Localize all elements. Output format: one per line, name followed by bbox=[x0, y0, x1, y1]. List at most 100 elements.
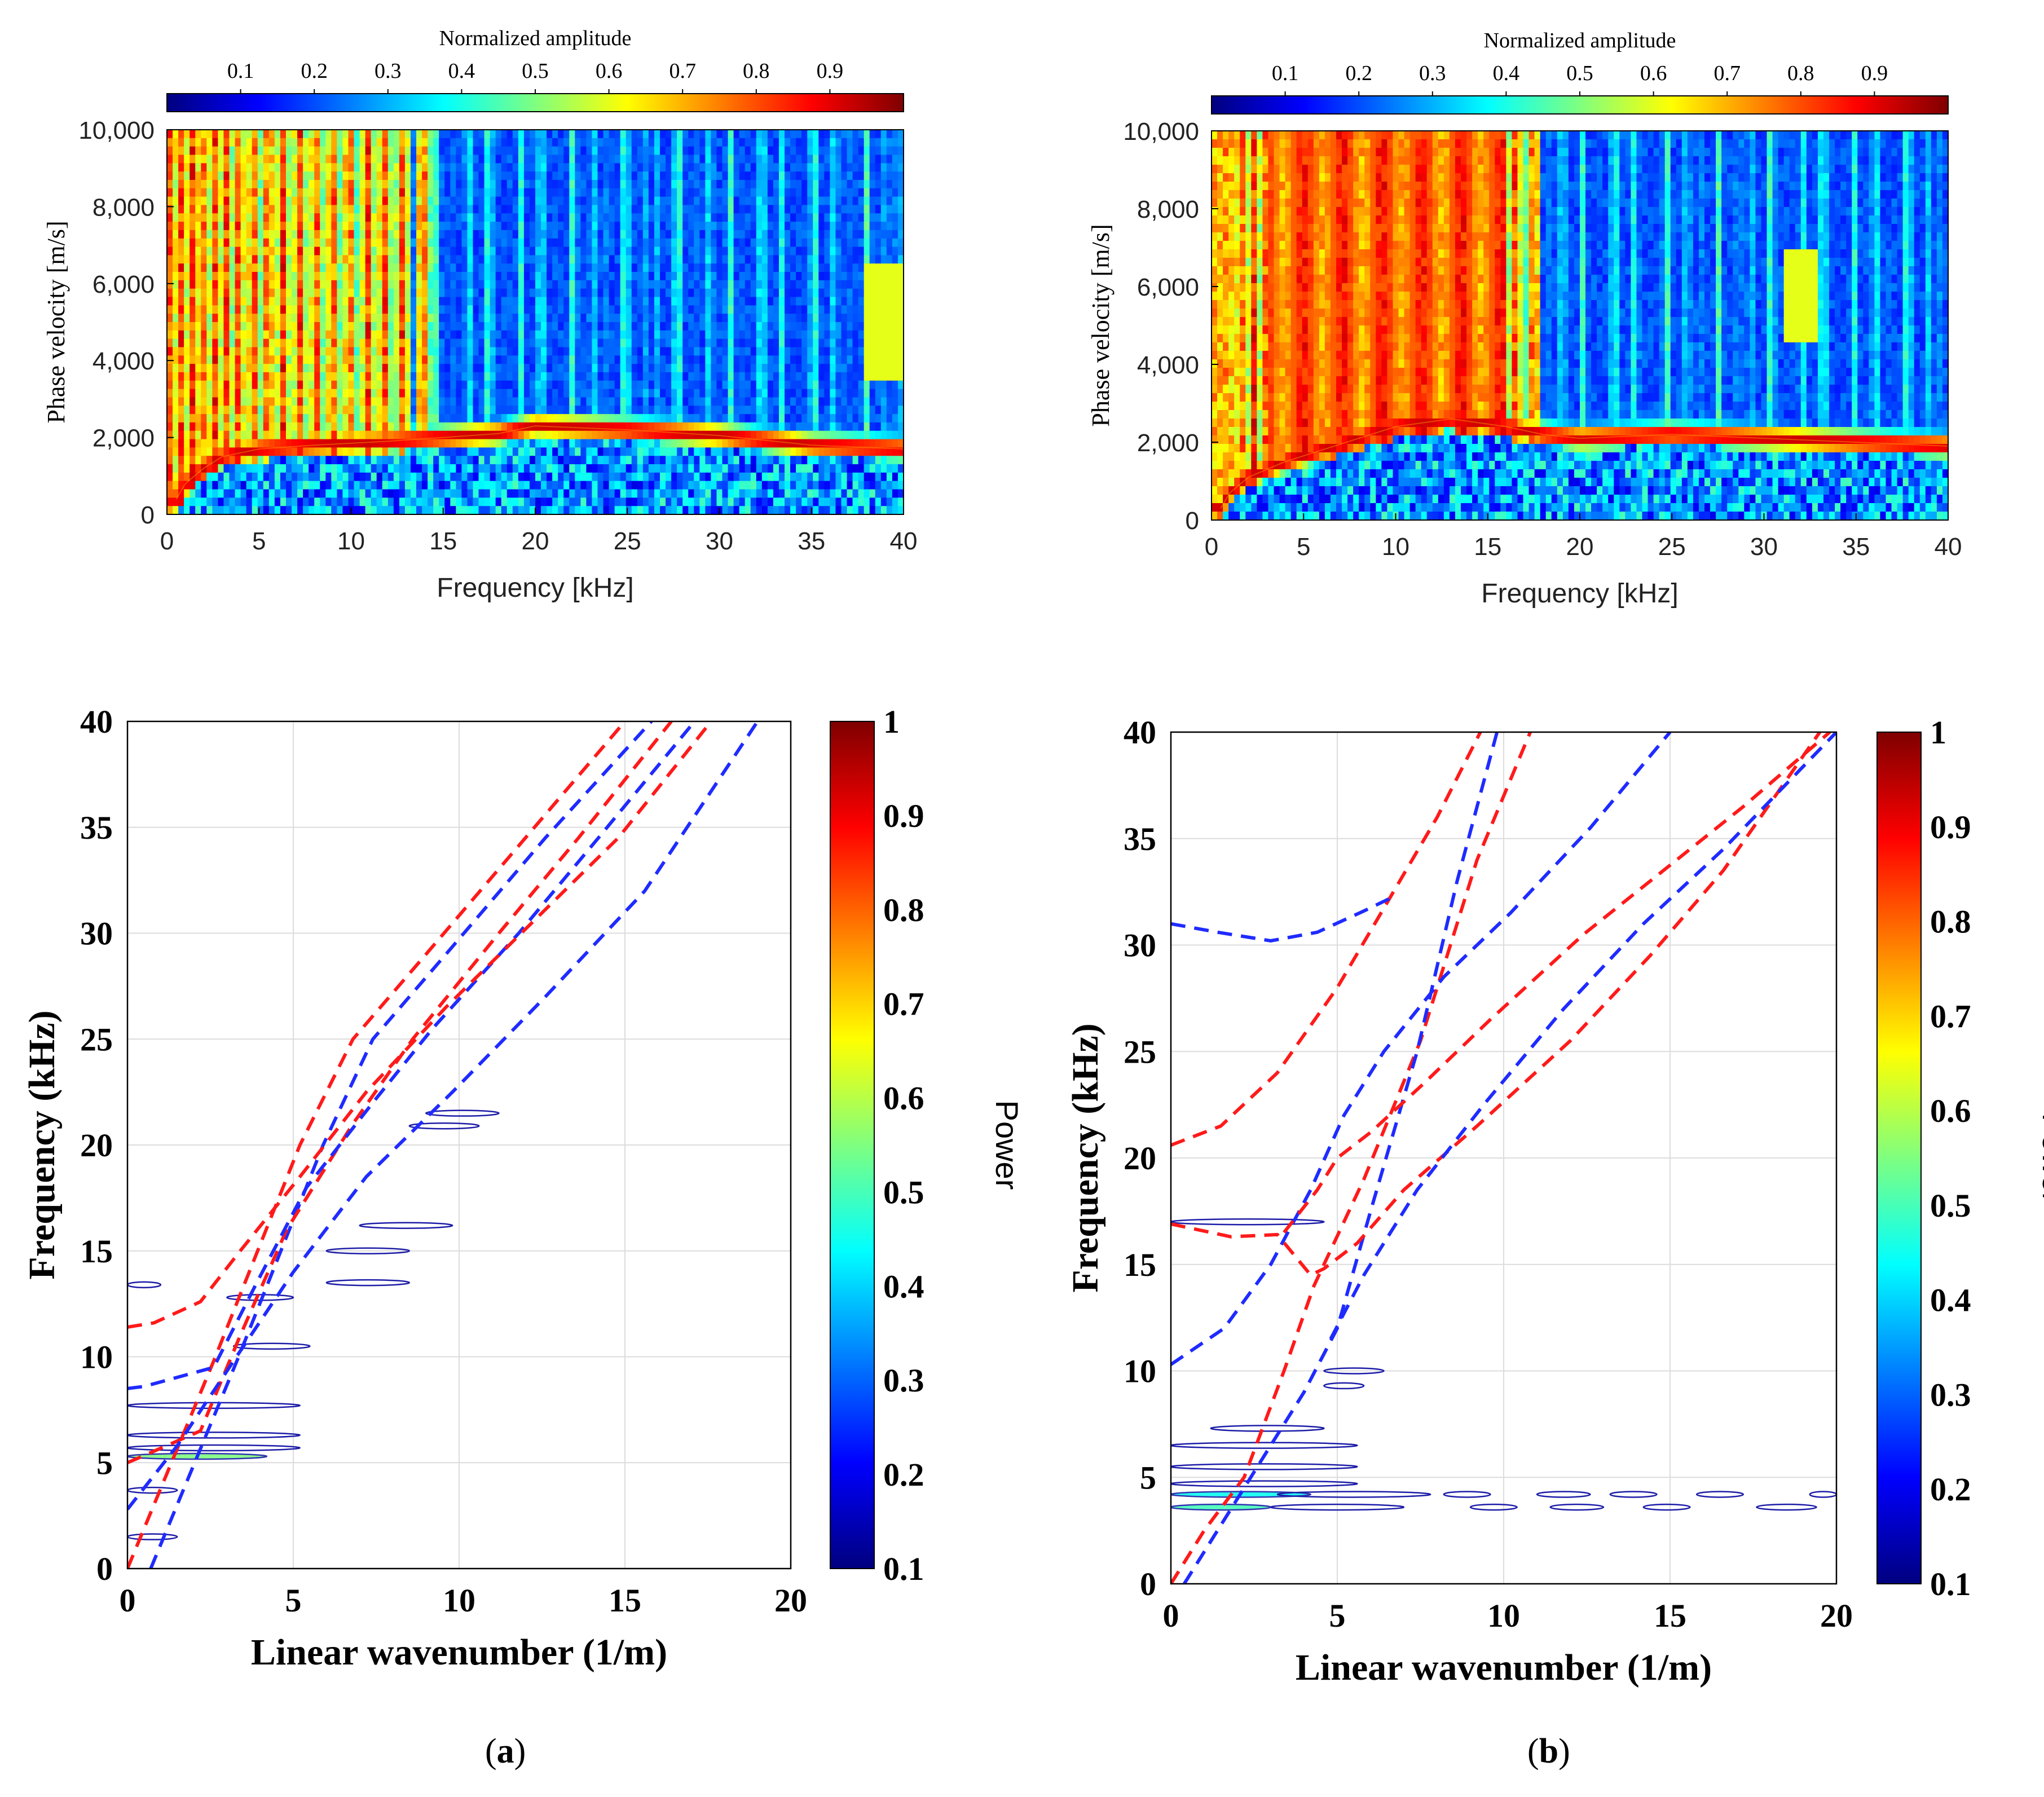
heatmap-cell bbox=[450, 163, 456, 172]
heatmap-cell bbox=[688, 489, 694, 498]
heatmap-cell bbox=[292, 497, 298, 506]
heatmap-cell bbox=[603, 288, 610, 298]
heatmap-cell bbox=[387, 130, 394, 139]
heatmap-cell bbox=[173, 138, 179, 147]
heatmap-cell bbox=[677, 179, 683, 189]
heatmap-cell bbox=[558, 481, 564, 490]
heatmap-cell bbox=[756, 489, 763, 498]
heatmap-cell bbox=[285, 456, 292, 465]
heatmap-cell bbox=[331, 347, 337, 356]
heatmap-cell bbox=[750, 146, 757, 156]
heatmap-cell bbox=[371, 263, 377, 272]
heatmap-cell bbox=[716, 481, 723, 490]
heatmap-cell bbox=[592, 481, 598, 490]
heatmap-cell bbox=[535, 196, 541, 206]
heatmap-cell bbox=[359, 506, 366, 514]
heatmap-cell bbox=[705, 481, 712, 490]
heatmap-cell bbox=[547, 314, 553, 323]
heatmap-cell bbox=[201, 314, 207, 323]
heatmap-cell bbox=[257, 330, 264, 340]
heatmap-cell bbox=[597, 380, 604, 390]
heatmap-cell bbox=[382, 364, 389, 373]
heatmap-cell bbox=[631, 213, 638, 222]
heatmap-cell bbox=[450, 422, 456, 431]
heatmap-cell bbox=[654, 130, 660, 139]
heatmap-cell bbox=[506, 372, 513, 381]
heatmap-cell bbox=[416, 389, 422, 398]
heatmap-cell bbox=[705, 314, 712, 323]
heatmap-cell bbox=[365, 347, 372, 356]
heatmap-cell bbox=[257, 255, 264, 264]
heatmap-cell bbox=[592, 305, 598, 314]
heatmap-cell bbox=[756, 179, 763, 189]
heatmap-cell bbox=[190, 497, 196, 506]
heatmap-cell bbox=[778, 188, 785, 197]
heatmap-cell bbox=[257, 347, 264, 356]
heatmap-cell bbox=[642, 472, 649, 482]
heatmap-cell bbox=[745, 230, 751, 239]
heatmap-cell bbox=[376, 222, 383, 231]
heatmap-cell bbox=[773, 489, 779, 498]
heatmap-cell bbox=[450, 389, 456, 398]
heatmap-cell bbox=[654, 171, 660, 180]
heatmap-cell bbox=[229, 447, 236, 456]
heatmap-cell bbox=[711, 456, 717, 465]
heatmap-cell bbox=[342, 347, 349, 356]
heatmap-cell bbox=[694, 188, 700, 197]
heatmap-cell bbox=[292, 163, 298, 172]
heatmap-cell bbox=[433, 364, 439, 373]
heatmap-cell bbox=[257, 489, 264, 498]
heatmap-cell bbox=[410, 171, 417, 180]
heatmap-cell bbox=[728, 497, 734, 506]
heatmap-cell bbox=[292, 213, 298, 222]
heatmap-cell bbox=[410, 297, 417, 306]
heatmap-cell bbox=[569, 472, 575, 482]
heatmap-cell bbox=[348, 238, 355, 248]
heatmap-cell bbox=[337, 155, 343, 164]
heatmap-cell bbox=[184, 389, 190, 398]
heatmap-cell bbox=[263, 297, 270, 306]
heatmap-cell bbox=[778, 330, 785, 340]
heatmap-cell bbox=[631, 414, 638, 423]
heatmap-cell bbox=[309, 397, 315, 406]
heatmap-cell bbox=[750, 138, 757, 147]
heatmap-cell bbox=[473, 297, 479, 306]
heatmap-cell bbox=[167, 447, 173, 456]
heatmap-cell bbox=[382, 263, 389, 272]
heatmap-cell bbox=[178, 297, 184, 306]
heatmap-cell bbox=[597, 414, 604, 423]
heatmap-cell bbox=[648, 456, 655, 465]
heatmap-cell bbox=[671, 330, 677, 340]
heatmap-cell bbox=[699, 272, 706, 281]
heatmap-cell bbox=[699, 497, 706, 506]
heatmap-cell bbox=[750, 406, 757, 415]
heatmap-cell bbox=[722, 380, 729, 390]
heatmap-cell bbox=[512, 406, 519, 415]
heatmap-cell bbox=[677, 439, 683, 448]
heatmap-cell bbox=[631, 397, 638, 406]
heatmap-cell bbox=[229, 456, 236, 465]
heatmap-cell bbox=[337, 213, 343, 222]
heatmap-cell bbox=[223, 380, 230, 390]
heatmap-cell bbox=[671, 372, 677, 381]
heatmap-cell bbox=[410, 338, 417, 348]
heatmap-cell bbox=[586, 447, 593, 456]
heatmap-cell bbox=[773, 146, 779, 156]
heatmap-cell bbox=[252, 238, 258, 248]
heatmap-cell bbox=[654, 205, 660, 214]
heatmap-cell bbox=[625, 222, 632, 231]
heatmap-cell bbox=[173, 188, 179, 197]
heatmap-cell bbox=[393, 406, 400, 415]
heatmap-cell bbox=[677, 314, 683, 323]
heatmap-cell bbox=[773, 288, 779, 298]
heatmap-cell bbox=[478, 314, 485, 323]
heatmap-cell bbox=[614, 280, 621, 289]
heatmap-cell bbox=[620, 138, 627, 147]
heatmap-cell bbox=[490, 472, 496, 482]
heatmap-cell bbox=[773, 305, 779, 314]
heatmap-cell bbox=[523, 506, 530, 514]
heatmap-cell bbox=[365, 138, 372, 147]
heatmap-cell bbox=[365, 280, 372, 289]
heatmap-cell bbox=[660, 322, 666, 331]
heatmap-cell bbox=[716, 205, 723, 214]
